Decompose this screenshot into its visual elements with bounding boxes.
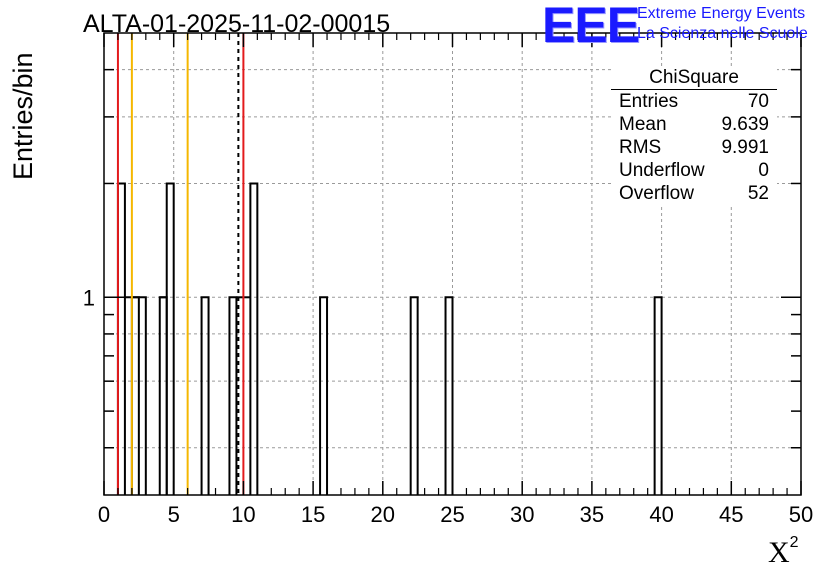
stats-row: RMS 9.991 <box>611 136 777 159</box>
chart-title: ALTA-01-2025-11-02-00015 <box>83 10 391 38</box>
stats-label: Mean <box>619 114 667 135</box>
x-tick-label: 15 <box>301 502 325 527</box>
x-tick-label: 10 <box>231 502 255 527</box>
x-tick-label: 35 <box>580 502 604 527</box>
x-tick-label: 5 <box>168 502 180 527</box>
histogram-bar <box>409 296 419 495</box>
histogram-bar <box>165 182 175 495</box>
stats-row: Entries 70 <box>611 90 777 113</box>
x-tick-label: 20 <box>371 502 395 527</box>
y-axis-label: Entries/bin <box>8 52 38 180</box>
stats-value: 0 <box>758 160 769 181</box>
x-tick-label: 50 <box>789 502 813 527</box>
histogram-bar <box>124 296 147 495</box>
stats-label: Entries <box>619 91 679 112</box>
logo-line-2: La Scienza nelle Scuole <box>637 25 808 42</box>
eee-logo: EEE <box>542 0 640 53</box>
histogram-bar <box>228 296 238 495</box>
x-tick-label: 0 <box>98 502 110 527</box>
x-tick-label: 30 <box>510 502 534 527</box>
stats-label: Underflow <box>619 160 705 181</box>
histogram-bar <box>444 296 454 495</box>
stats-row: Overflow 52 <box>611 182 777 205</box>
y-tick-label: 1 <box>83 285 95 310</box>
x-tick-label: 25 <box>440 502 464 527</box>
stats-value: 9.639 <box>721 114 769 135</box>
stats-row: Mean 9.639 <box>611 113 777 136</box>
stats-label: Overflow <box>619 183 694 204</box>
x-axis-label: X2 <box>768 534 799 570</box>
histogram-bar <box>200 296 210 495</box>
stats-value: 9.991 <box>721 137 769 158</box>
stats-value: 52 <box>747 183 769 204</box>
histogram-bar <box>319 296 329 495</box>
stats-value: 70 <box>747 91 769 112</box>
eee-logo-text: Extreme Energy Events La Scienza nelle S… <box>637 4 808 44</box>
histogram-bar <box>116 182 126 495</box>
logo-line-1: Extreme Energy Events <box>637 5 806 22</box>
x-axis-label-base: X <box>768 536 790 569</box>
x-axis-label-sup: 2 <box>789 534 799 551</box>
stats-label: RMS <box>619 137 662 158</box>
histogram-bar <box>158 296 168 495</box>
histogram-bar <box>653 296 663 495</box>
x-tick-label: 45 <box>719 502 743 527</box>
histogram-bar <box>130 296 140 495</box>
stats-title: ChiSquare <box>611 67 777 90</box>
stats-box: ChiSquare Entries 70 Mean 9.639 RMS 9.991 U… <box>611 67 777 205</box>
histogram-bar <box>249 182 259 495</box>
x-tick-label: 40 <box>649 502 673 527</box>
stats-row: Underflow 0 <box>611 159 777 182</box>
